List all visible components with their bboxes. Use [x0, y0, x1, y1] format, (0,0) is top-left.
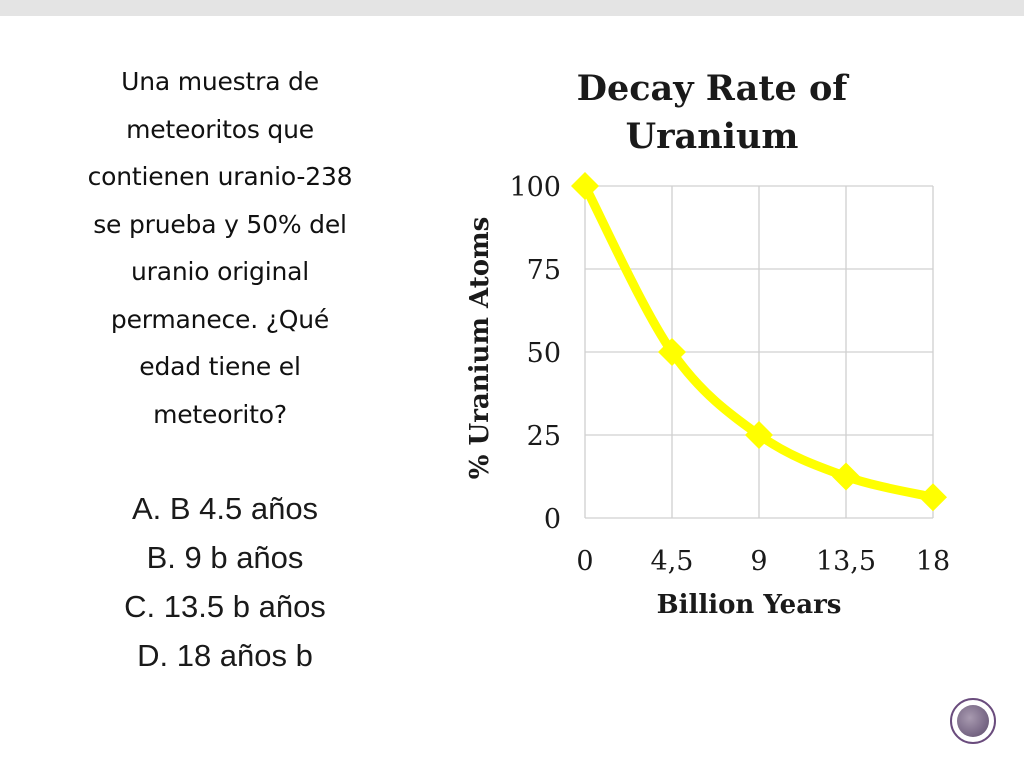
- data-point-marker: [745, 421, 773, 449]
- option-d[interactable]: D. 18 años b: [137, 638, 313, 673]
- chart-series: [571, 172, 947, 512]
- y-tick-labels: 0 25 50 75 100: [509, 172, 561, 535]
- option-b[interactable]: B. 9 b años: [146, 540, 304, 575]
- x-tick-label: 13,5: [816, 546, 876, 577]
- x-axis-label: Billion Years: [657, 590, 842, 620]
- y-tick-label: 75: [527, 255, 561, 286]
- x-tick-labels: 0 4,5 9 13,5 18: [576, 546, 950, 577]
- series-line: [580, 181, 938, 502]
- data-point-marker: [832, 462, 860, 491]
- y-axis-label: % Uranium Atoms: [465, 217, 495, 479]
- logo-circle-inner: [957, 705, 989, 737]
- chart-title-line-1: Decay Rate of: [577, 68, 850, 109]
- option-a[interactable]: A. B 4.5 años: [131, 491, 319, 526]
- logo-circle-icon: [950, 698, 996, 744]
- y-tick-label: 0: [544, 504, 561, 535]
- y-tick-label: 25: [527, 421, 561, 452]
- option-c[interactable]: C. 13.5 b años: [124, 589, 326, 624]
- x-tick-label: 9: [750, 546, 767, 577]
- x-tick-label: 0: [576, 546, 593, 577]
- answer-options: A. B 4.5 años B. 9 b años C. 13.5 b años…: [60, 484, 390, 680]
- y-tick-label: 100: [509, 172, 561, 203]
- data-point-marker: [919, 483, 947, 512]
- top-band: [0, 0, 1024, 16]
- decay-chart: Decay Rate of Uranium % Uranium Atoms Bi…: [465, 68, 950, 620]
- data-point-marker: [658, 338, 686, 366]
- chart-title-line-2: Uranium: [626, 116, 799, 157]
- y-tick-label: 50: [527, 338, 561, 369]
- chart-grid: [584, 185, 934, 519]
- x-tick-label: 18: [916, 546, 950, 577]
- data-point-marker: [571, 172, 599, 200]
- question-text: Una muestra de meteoritos que contienen …: [87, 67, 353, 429]
- x-tick-label: 4,5: [651, 546, 694, 577]
